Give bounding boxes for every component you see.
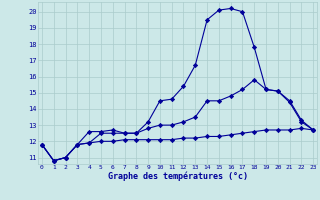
X-axis label: Graphe des températures (°c): Graphe des températures (°c) xyxy=(108,172,248,181)
